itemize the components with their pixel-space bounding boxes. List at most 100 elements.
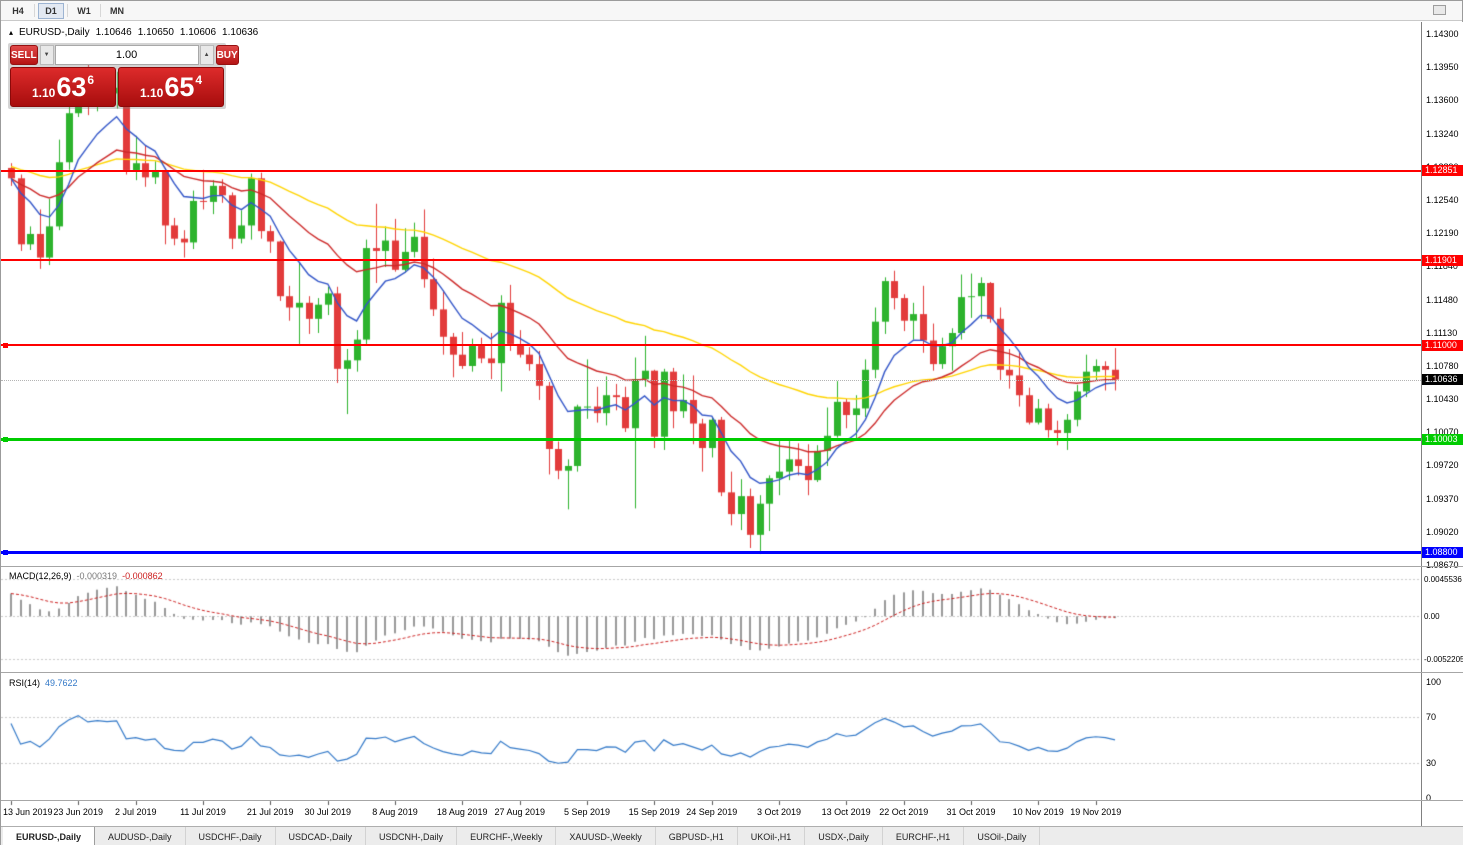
- chart-tab-usdchf-daily[interactable]: USDCHF-,Daily: [186, 827, 276, 845]
- restore-window-button[interactable]: [1433, 5, 1446, 15]
- time-axis-label: 13 Jun 2019: [3, 807, 53, 817]
- chart-tab-gbpusd-h1[interactable]: GBPUSD-,H1: [656, 827, 738, 845]
- buy-price-display[interactable]: 1.10 65 4: [118, 67, 224, 107]
- sell-price-display[interactable]: 1.10 63 6: [10, 67, 116, 107]
- time-axis-label: 15 Sep 2019: [628, 807, 680, 817]
- line-anchor-1-08800[interactable]: [3, 550, 8, 556]
- time-axis-label: 11 Jul 2019: [180, 807, 226, 817]
- volume-input[interactable]: [54, 45, 199, 65]
- chart-tab-xauusd-weekly[interactable]: XAUUSD-,Weekly: [556, 827, 656, 845]
- price-axis-label: 1.13600: [1426, 95, 1459, 106]
- ohlc-close: 1.10636: [222, 27, 259, 38]
- buy-button[interactable]: BUY: [215, 45, 239, 65]
- rsi-indicator-label: RSI(14) 49.7622: [9, 678, 78, 688]
- chart-tab-bar: EURUSD-,Daily AUDUSD-,Daily USDCHF-,Daily U…: [1, 826, 1463, 845]
- time-axis-label: 10 Nov 2019: [1012, 807, 1064, 817]
- chart-tab-usdcnh-daily[interactable]: USDCNH-,Daily: [366, 827, 458, 845]
- chart-tab-eurusd-daily[interactable]: EURUSD-,Daily: [3, 827, 96, 845]
- ohlc-low: 1.10606: [179, 27, 217, 38]
- price-axis-label: 1.13950: [1426, 62, 1459, 73]
- buy-price-base: 1.10: [139, 86, 164, 100]
- time-axis-label: 27 Aug 2019: [494, 807, 546, 817]
- price-line-label-1-10003: 1.10003: [1422, 433, 1463, 445]
- bid-price-label: 1.10636: [1422, 374, 1463, 386]
- hline-1-10003[interactable]: [1, 437, 1421, 441]
- time-axis-label: 22 Oct 2019: [879, 807, 929, 817]
- price-line-label-1-08800: 1.08800: [1422, 547, 1463, 559]
- hline-1-12851[interactable]: [1, 169, 1421, 172]
- price-axis-label: 1.08670: [1426, 560, 1459, 570]
- chart-tab-ukoil-h1[interactable]: UKOil-,H1: [738, 827, 806, 845]
- macd-rsi-splitter[interactable]: [1, 672, 1463, 673]
- hline-1-08800[interactable]: [1, 551, 1421, 555]
- price-axis-label: 1.10430: [1426, 394, 1459, 405]
- main-macd-splitter[interactable]: [1, 566, 1463, 567]
- triangle-down-icon: ▼: [43, 52, 50, 58]
- sell-price-point: 6: [87, 73, 95, 87]
- time-axis-label: 18 Aug 2019: [436, 807, 488, 817]
- toolbar-separator: [100, 4, 101, 17]
- time-axis-label: 8 Aug 2019: [372, 807, 418, 817]
- price-axis-label: 1.14300: [1426, 29, 1459, 39]
- sell-button[interactable]: SELL: [10, 45, 38, 65]
- toolbar-separator: [34, 4, 35, 17]
- time-axis-label: 21 Jul 2019: [246, 807, 294, 817]
- ohlc-high: 1.10650: [137, 27, 174, 38]
- timeframe-button-w1[interactable]: W1: [77, 5, 91, 16]
- line-anchor-1-10003[interactable]: [3, 436, 8, 442]
- chart-tab-usoil-daily[interactable]: USOil-,Daily: [964, 827, 1041, 845]
- chart-tab-usdcad-daily[interactable]: USDCAD-,Daily: [276, 827, 367, 845]
- time-axis-label: 5 Sep 2019: [563, 807, 611, 817]
- timeframe-button-mn[interactable]: MN: [110, 5, 124, 16]
- time-axis-label: 19 Nov 2019: [1070, 807, 1122, 817]
- price-axis-label: 1.11480: [1426, 294, 1458, 305]
- volume-decrease-button[interactable]: ▼: [39, 45, 54, 65]
- time-axis-label: 24 Sep 2019: [686, 807, 738, 817]
- line-anchor-1-11000[interactable]: [3, 342, 8, 348]
- triangle-up-icon: ▲: [203, 52, 210, 58]
- macd-indicator-label: MACD(12,26,9) -0.000319 -0.000862: [9, 571, 163, 581]
- time-axis-label: 31 Oct 2019: [946, 807, 996, 817]
- time-axis-label: 3 Oct 2019: [756, 807, 802, 817]
- sell-price-pips: 63: [56, 72, 87, 102]
- macd-axis-label: 0.0045536: [1424, 575, 1462, 584]
- rsi-name: RSI(14): [9, 678, 41, 688]
- price-axis[interactable]: 1.143001.139501.136001.132401.128901.125…: [1421, 22, 1463, 826]
- buy-price-pips: 65: [164, 72, 195, 102]
- price-axis-label: 1.10780: [1426, 360, 1459, 371]
- toolbar-separator: [67, 4, 68, 17]
- rsi-axis-label: 30: [1426, 758, 1437, 769]
- price-axis-label: 1.09720: [1426, 460, 1459, 471]
- collapse-trade-panel-icon[interactable]: ▴: [9, 28, 14, 37]
- time-axis-label: 2 Jul 2019: [115, 807, 157, 817]
- rsi-timeaxis-splitter[interactable]: [1, 800, 1463, 801]
- timeframe-toolbar: H4 D1 W1 MN: [1, 1, 1462, 21]
- time-axis-label: 13 Oct 2019: [821, 807, 871, 817]
- macd-axis-label: 0.00: [1424, 612, 1440, 622]
- price-line-label-1-11901: 1.11901: [1422, 254, 1463, 266]
- one-click-trading-panel: SELL ▼ ▲ BUY 1.10 63 6 1.10 65 4: [8, 43, 239, 109]
- price-axis-label: 1.13240: [1426, 128, 1459, 139]
- macd-name: MACD(12,26,9): [9, 571, 72, 581]
- ohlc-open: 1.10646: [95, 27, 132, 38]
- hline-1-11901[interactable]: [1, 259, 1421, 262]
- time-axis-label: 30 Jul 2019: [304, 807, 352, 817]
- timeframe-button-d1[interactable]: D1: [38, 2, 64, 19]
- timeframe-button-h4[interactable]: H4: [12, 5, 24, 16]
- price-axis-label: 1.09370: [1426, 493, 1459, 504]
- price-axis-label: 1.10070: [1426, 427, 1459, 438]
- price-axis-label: 1.09020: [1426, 526, 1459, 537]
- chart-tab-eurchf-h1[interactable]: EURCHF-,H1: [883, 827, 965, 845]
- chart-tab-audusd-daily[interactable]: AUDUSD-,Daily: [95, 827, 186, 845]
- price-axis-label: 1.12190: [1426, 228, 1459, 239]
- chart-tab-eurchf-weekly[interactable]: EURCHF-,Weekly: [457, 827, 557, 845]
- price-axis-label: 1.11130: [1426, 327, 1458, 338]
- time-axis-label: 23 Jun 2019: [53, 807, 103, 817]
- price-line-label-1-11000: 1.11000: [1422, 339, 1463, 351]
- volume-increase-button[interactable]: ▲: [199, 45, 214, 65]
- volume-control: ▼ ▲: [39, 45, 214, 65]
- hline-1-11000[interactable]: [1, 344, 1421, 347]
- chart-tab-usdx-daily[interactable]: USDX-,Daily: [805, 827, 883, 845]
